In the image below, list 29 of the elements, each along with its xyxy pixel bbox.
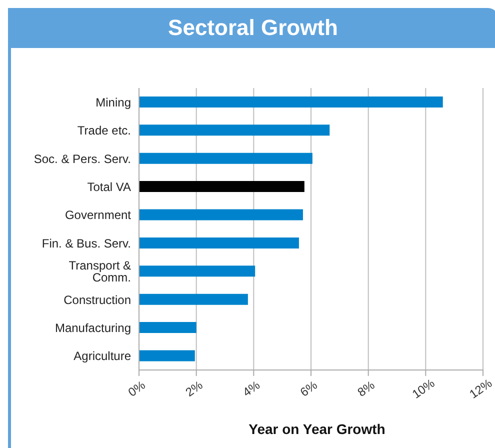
y-tick-label: Construction	[64, 292, 131, 307]
x-tick-label: 2%	[182, 378, 206, 400]
bar	[139, 237, 299, 248]
bar	[139, 209, 303, 220]
bar	[139, 322, 196, 334]
y-tick-label: Transport & Comm.	[68, 258, 131, 285]
bar	[139, 350, 195, 362]
bar	[139, 181, 304, 192]
bar	[139, 124, 330, 136]
x-tick-label: 0%	[126, 378, 148, 400]
y-tick-label: Trade etc.	[77, 124, 131, 138]
y-tick-label: Manufacturing	[54, 320, 131, 335]
chart-title: Sectoral Growth	[8, 8, 495, 48]
y-tick-label: Mining	[96, 95, 131, 110]
y-tick-label: Agriculture	[74, 349, 132, 364]
x-tick-label: 10%	[410, 376, 438, 402]
x-tick-label: 6%	[298, 378, 320, 400]
y-tick-label: Fin. & Bus. Serv.	[42, 236, 131, 250]
bar	[139, 152, 312, 164]
x-axis-title: Year on Year Growth	[248, 421, 386, 437]
x-tick-label: 12%	[466, 376, 495, 402]
y-tick-label: Total VA	[87, 180, 131, 194]
bar	[139, 266, 256, 277]
x-tick-label: 8%	[354, 378, 378, 400]
y-tick-label: Government	[64, 208, 132, 222]
y-tick-label: Soc. & Pers. Serv.	[34, 152, 131, 166]
x-tick-label: 4%	[240, 378, 263, 400]
bar	[139, 294, 248, 305]
bar	[139, 96, 443, 108]
